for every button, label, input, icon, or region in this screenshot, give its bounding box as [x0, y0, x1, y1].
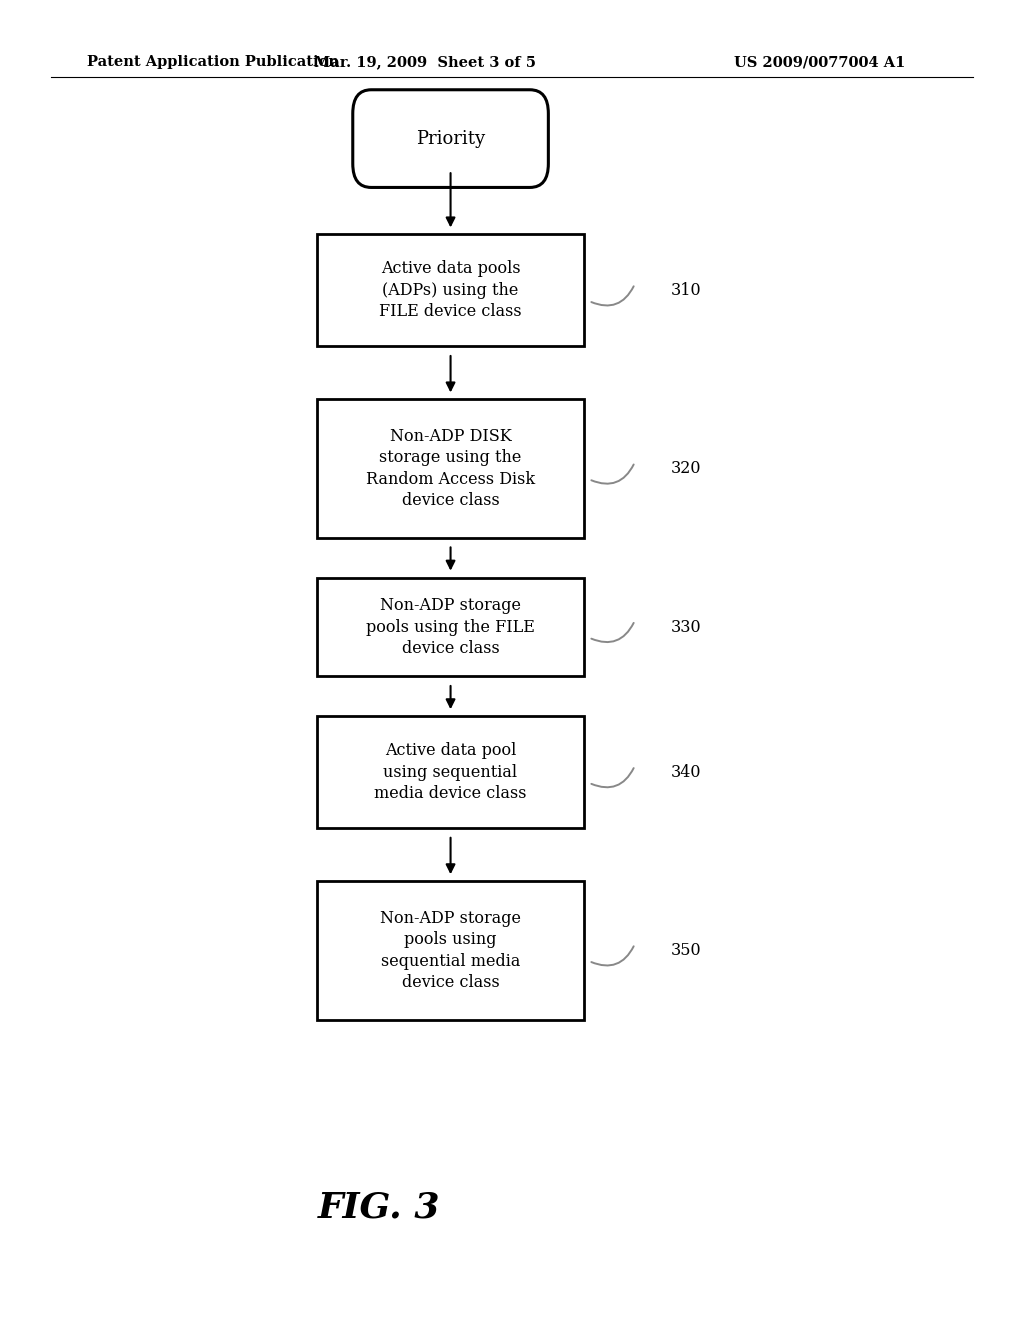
Text: US 2009/0077004 A1: US 2009/0077004 A1 — [733, 55, 905, 69]
Text: 310: 310 — [671, 282, 701, 298]
Text: Non-ADP storage
pools using the FILE
device class: Non-ADP storage pools using the FILE dev… — [367, 597, 535, 657]
Text: 350: 350 — [671, 942, 701, 958]
Text: Non-ADP storage
pools using
sequential media
device class: Non-ADP storage pools using sequential m… — [380, 909, 521, 991]
Text: Non-ADP DISK
storage using the
Random Access Disk
device class: Non-ADP DISK storage using the Random Ac… — [366, 428, 536, 510]
Text: Active data pools
(ADPs) using the
FILE device class: Active data pools (ADPs) using the FILE … — [379, 260, 522, 321]
FancyBboxPatch shape — [317, 882, 584, 1019]
Text: 320: 320 — [671, 461, 701, 477]
FancyBboxPatch shape — [317, 235, 584, 346]
Text: FIG. 3: FIG. 3 — [317, 1191, 440, 1225]
Text: Active data pool
using sequential
media device class: Active data pool using sequential media … — [375, 742, 526, 803]
Text: Mar. 19, 2009  Sheet 3 of 5: Mar. 19, 2009 Sheet 3 of 5 — [314, 55, 536, 69]
Text: Priority: Priority — [416, 129, 485, 148]
Text: Patent Application Publication: Patent Application Publication — [87, 55, 339, 69]
FancyBboxPatch shape — [317, 715, 584, 829]
FancyBboxPatch shape — [352, 90, 549, 187]
Text: 340: 340 — [671, 764, 701, 780]
FancyBboxPatch shape — [317, 399, 584, 539]
Text: 330: 330 — [671, 619, 701, 635]
FancyBboxPatch shape — [317, 578, 584, 676]
